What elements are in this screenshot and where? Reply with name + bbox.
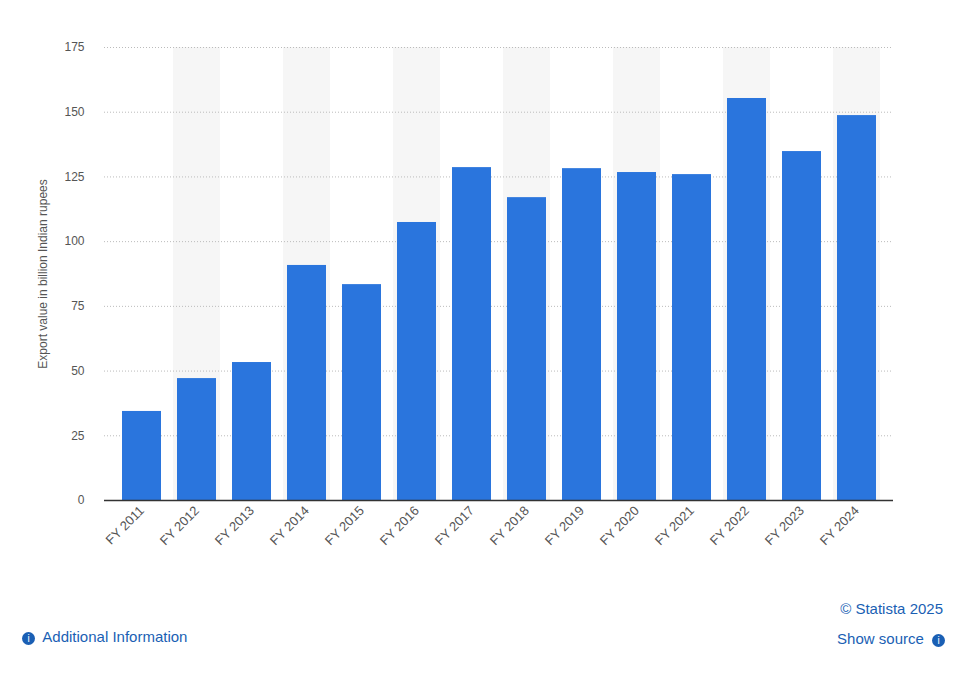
svg-text:FY 2013: FY 2013 — [212, 503, 257, 548]
svg-text:FY 2022: FY 2022 — [707, 503, 752, 548]
svg-text:FY 2021: FY 2021 — [652, 503, 697, 548]
svg-text:FY 2018: FY 2018 — [487, 503, 532, 548]
svg-text:FY 2024: FY 2024 — [817, 503, 862, 548]
html-text:Show source: Show source — [837, 630, 928, 647]
svg-text:125: 125 — [64, 170, 84, 184]
html-text:Additional Information: Additional Information — [39, 628, 188, 645]
svg-text:175: 175 — [64, 40, 84, 54]
html-text:i: i — [937, 634, 940, 646]
svg-text:FY 2023: FY 2023 — [762, 503, 807, 548]
svg-text:150: 150 — [64, 105, 84, 119]
html-text:© Statista 2025: © Statista 2025 — [840, 600, 943, 617]
svg-text:FY 2015: FY 2015 — [322, 503, 367, 548]
svg-text:FY 2020: FY 2020 — [597, 503, 642, 548]
html-text:i: i — [27, 632, 30, 644]
svg-text:FY 2014: FY 2014 — [267, 503, 312, 548]
svg-text:FY 2019: FY 2019 — [542, 503, 587, 548]
svg-text:FY 2011: FY 2011 — [103, 503, 148, 548]
svg-text:0: 0 — [78, 493, 85, 507]
svg-text:FY 2016: FY 2016 — [377, 503, 422, 548]
svg-text:75: 75 — [71, 299, 85, 313]
svg-text:100: 100 — [64, 234, 84, 248]
svg-text:50: 50 — [71, 364, 85, 378]
svg-text:FY 2012: FY 2012 — [157, 503, 202, 548]
svg-text:Export value in billion Indian: Export value in billion Indian rupees — [36, 179, 50, 368]
svg-text:FY 2017: FY 2017 — [432, 503, 477, 548]
svg-text:25: 25 — [71, 429, 85, 443]
